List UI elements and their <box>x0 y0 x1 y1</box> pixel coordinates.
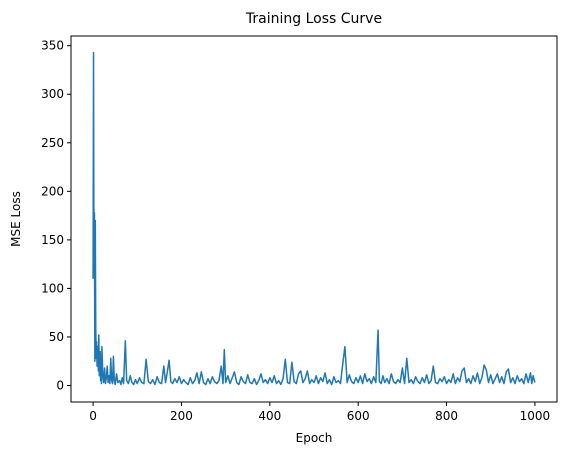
x-tick-label: 200 <box>170 409 193 423</box>
x-tick-label: 600 <box>347 409 370 423</box>
x-tick-label: 400 <box>258 409 281 423</box>
x-tick-label: 800 <box>435 409 458 423</box>
y-tick-label: 350 <box>41 39 64 53</box>
y-tick-label: 200 <box>41 184 64 198</box>
y-tick-label: 50 <box>49 330 64 344</box>
y-tick-label: 100 <box>41 281 64 295</box>
y-tick-label: 0 <box>56 378 64 392</box>
x-tick-label: 1000 <box>520 409 551 423</box>
plot-frame <box>70 35 558 403</box>
y-tick-label: 300 <box>41 87 64 101</box>
y-tick-label: 150 <box>41 233 64 247</box>
y-axis-ticks: 0 50 100 150 200 250 300 350 <box>41 39 71 392</box>
plot-area <box>71 36 557 402</box>
y-axis-label: MSE Loss <box>9 191 23 247</box>
y-tick-label: 250 <box>41 136 64 150</box>
loss-series-line <box>92 51 536 386</box>
series-layer <box>92 51 536 386</box>
x-axis-label: Epoch <box>296 431 333 445</box>
x-tick-label: 0 <box>89 409 97 423</box>
x-axis-ticks: 0 200 400 600 800 1000 <box>89 402 550 423</box>
chart-title: Training Loss Curve <box>245 11 382 27</box>
